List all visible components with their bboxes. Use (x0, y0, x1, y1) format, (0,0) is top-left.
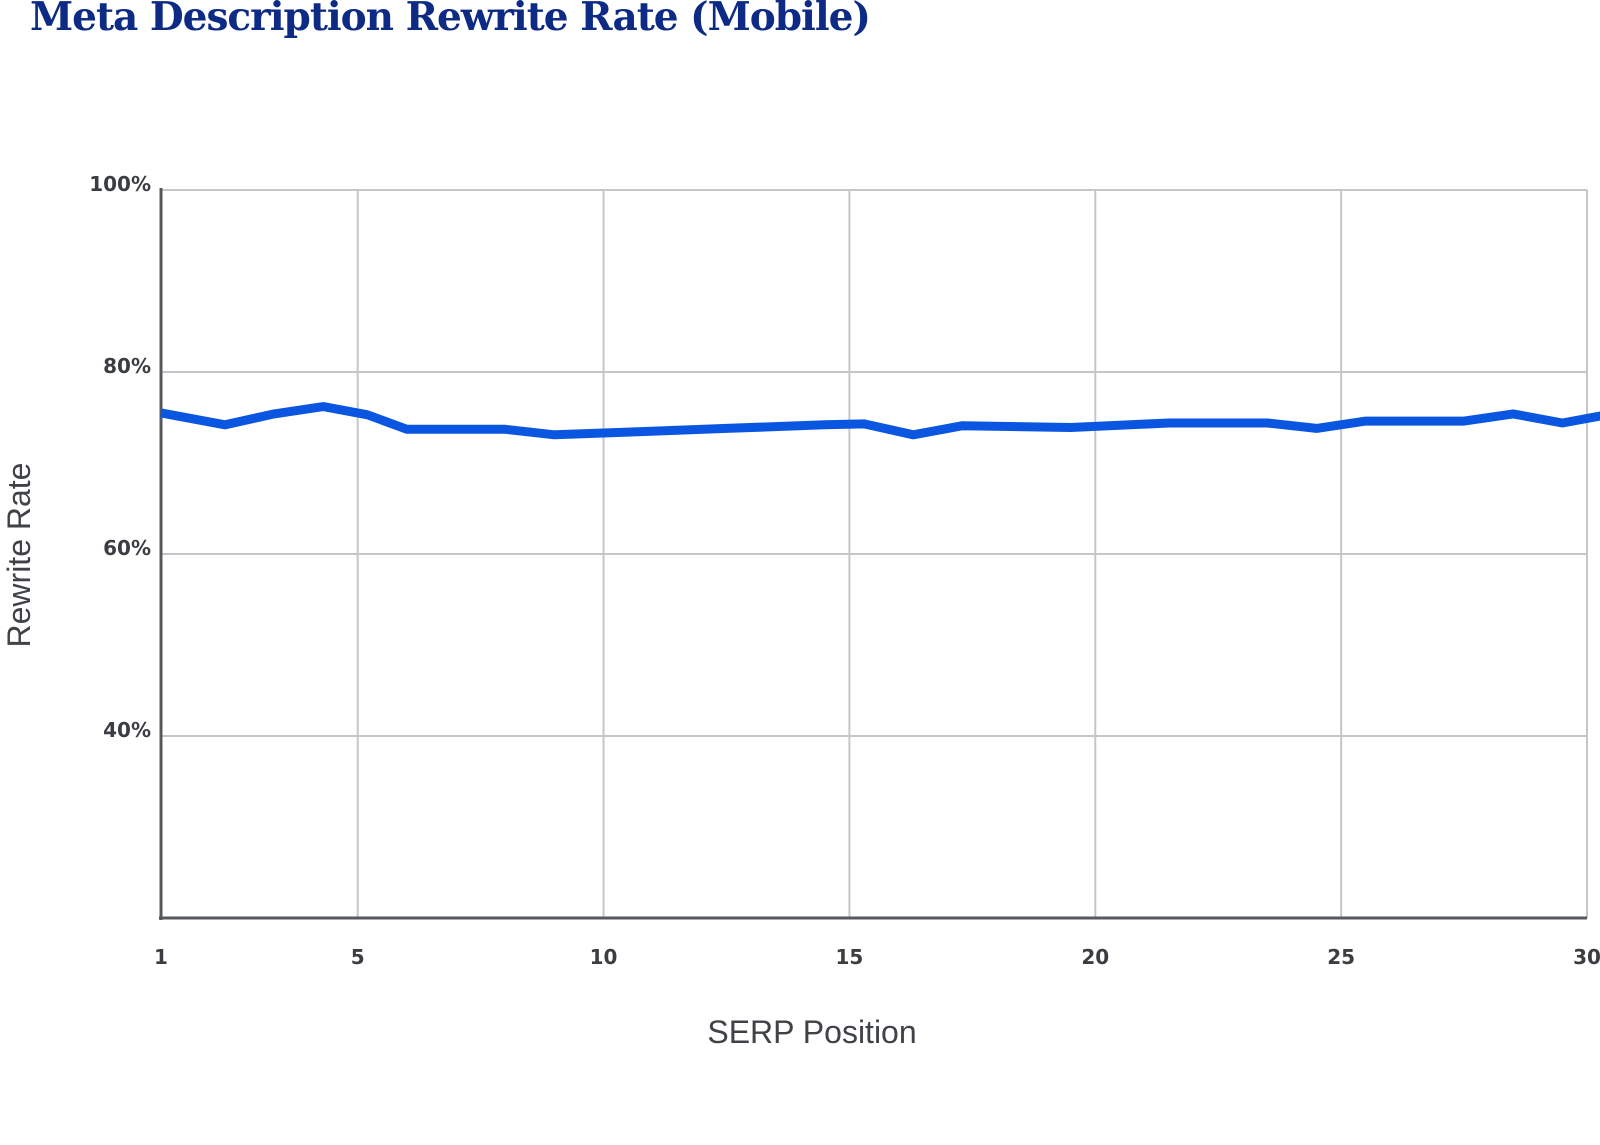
x-tick-label: 30 (1573, 945, 1600, 969)
x-tick-label: 15 (835, 945, 863, 969)
y-tick-label: 80% (103, 354, 151, 378)
x-tick-label: 20 (1081, 945, 1109, 969)
x-axis-title: SERP Position (707, 1014, 916, 1050)
x-tick-label: 10 (590, 945, 618, 969)
grid-lines (161, 189, 1588, 918)
axes (159, 188, 1587, 920)
y-axis-title: Rewrite Rate (1, 463, 37, 648)
x-tick-labels: 1 5 10 15 20 25 30 (154, 945, 1600, 969)
y-tick-labels: 40% 60% 80% 100% (89, 172, 151, 742)
series-layer (160, 402, 1600, 440)
y-tick-label: 40% (103, 718, 151, 742)
chart-title: Meta Description Rewrite Rate (Mobile) (30, 0, 871, 40)
y-tick-label: 100% (89, 172, 151, 196)
y-tick-label: 60% (103, 536, 151, 560)
x-tick-label: 5 (351, 945, 365, 969)
series-line (160, 402, 1600, 440)
x-tick-label: 25 (1327, 945, 1355, 969)
x-tick-label: 1 (154, 945, 168, 969)
